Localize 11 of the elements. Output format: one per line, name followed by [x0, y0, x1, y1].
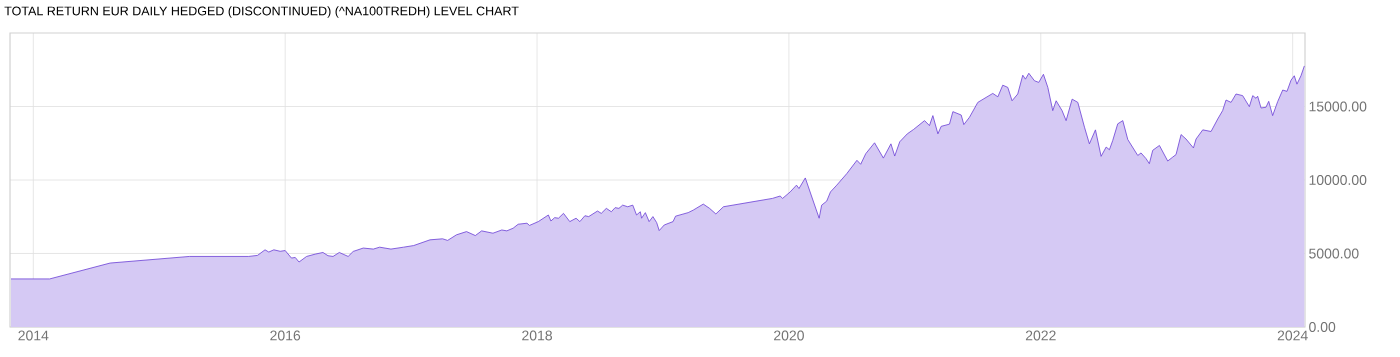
chart-title: TOTAL RETURN EUR DAILY HEDGED (DISCONTINUED) (^NA100TREDH) LEVEL CHART: [4, 6, 519, 18]
x-tick-label: 2016: [270, 330, 301, 341]
x-tick-label: 2020: [774, 330, 804, 341]
y-tick-label: 10000.00: [1309, 175, 1367, 185]
y-tick-label: 0.00: [1309, 322, 1336, 332]
x-tick-label: 2024: [1277, 330, 1308, 341]
x-tick-label: 2018: [522, 330, 553, 341]
x-tick-label: 2022: [1025, 330, 1056, 341]
y-tick-label: 5000.00: [1309, 248, 1359, 259]
y-tick-label: 15000.00: [1309, 101, 1367, 112]
x-tick-label: 2014: [18, 330, 49, 341]
